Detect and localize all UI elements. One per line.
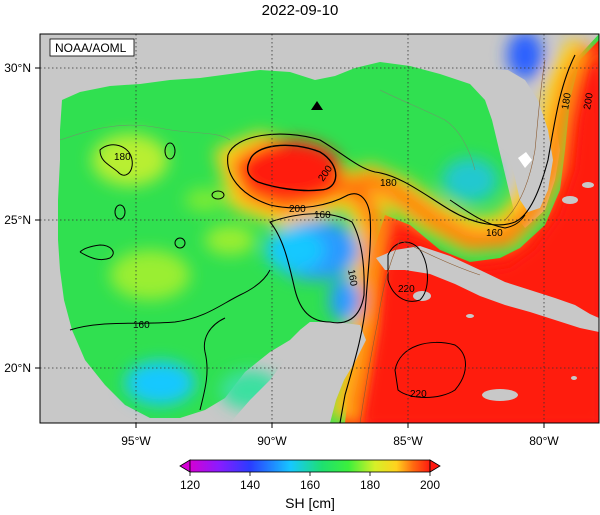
lat-label: 30°N [4,61,31,75]
colorbar-high-arrow [429,459,441,473]
colorbar-tick: 140 [240,478,260,492]
contour-label: 180 [380,178,397,189]
lat-label: 20°N [4,361,31,375]
map-area: 180 200 180 160 200 160 160 180 200 160 … [40,34,599,423]
colorbar-label: SH [cm] [285,495,335,511]
contour-label: 160 [345,269,359,288]
contour-label: 180 [560,92,574,111]
lon-label: 95°W [121,434,151,448]
credit-box [49,38,135,57]
contour-label: 200 [289,204,306,215]
colorbar: 120 140 160 180 200 [179,459,441,492]
cuba-land [376,246,599,332]
colorbar-tick: 160 [300,478,320,492]
map-title: 2022-09-10 [261,2,339,19]
contour-label: 220 [410,389,427,400]
contour-label: 160 [133,320,150,331]
colorbar-ramp [189,459,431,473]
colorbar-low-arrow [179,459,191,473]
lon-label: 80°W [529,434,559,448]
map-frame [39,33,600,424]
colorbar-tick: 180 [360,478,380,492]
yucatan-land [230,322,366,423]
colorbar-tick: 200 [420,478,440,492]
credit-label: NOAA/AOML [55,41,127,55]
contour-label: 160 [486,228,503,239]
graticule [40,34,599,423]
florida-land [470,70,553,212]
axis-ticks [35,67,545,428]
contour-label: 220 [398,284,415,295]
lat-label: 25°N [4,213,31,227]
contour-label: 200 [582,92,596,111]
station-marker-icon [311,101,323,110]
lon-label: 90°W [257,434,287,448]
colorbar-tick: 120 [180,478,200,492]
lon-label: 85°W [393,434,423,448]
contour-label: 180 [114,152,131,163]
contour-lines [59,54,576,423]
contour-label: 160 [314,210,331,221]
